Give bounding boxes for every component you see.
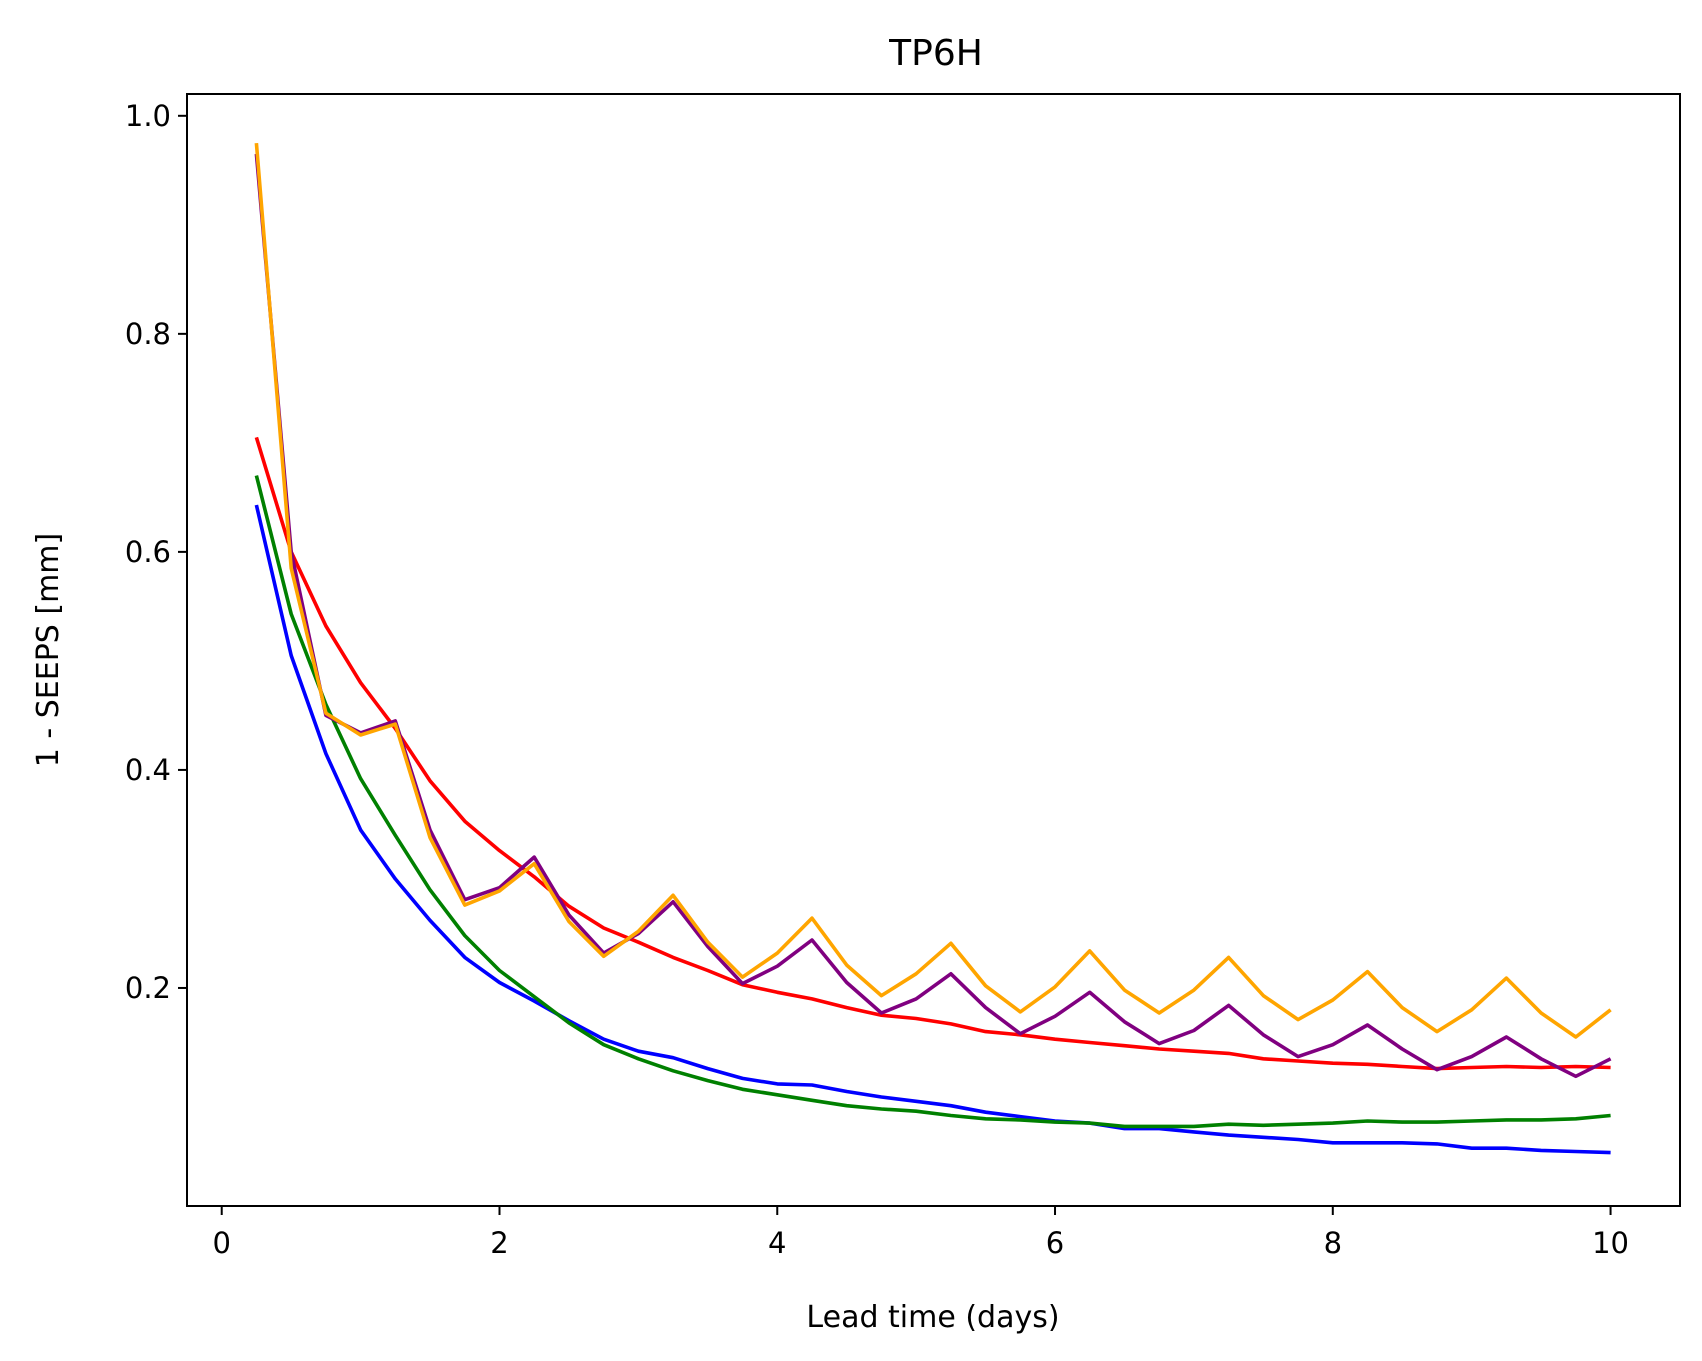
chart-title: TP6H (888, 33, 983, 74)
series-line-5 (254, 142, 1612, 1039)
x-tick-label: 10 (1592, 1226, 1629, 1260)
y-tick-label: 0.8 (125, 317, 171, 351)
y-tick-label: 1.0 (125, 99, 171, 133)
x-tick-label: 6 (1046, 1226, 1064, 1260)
y-axis: 0.2 0.4 0.6 0.8 1.0 (125, 99, 187, 1005)
series-line-1 (254, 436, 1611, 1071)
x-tick-label: 8 (1324, 1226, 1342, 1260)
x-axis: 0 2 4 6 8 10 (212, 1206, 1629, 1260)
series-line-3 (254, 475, 1611, 1129)
x-axis-label: Lead time (days) (806, 1300, 1059, 1335)
x-tick-label: 2 (490, 1226, 508, 1260)
series-line-4 (254, 153, 1612, 1079)
plot-frame (186, 93, 1681, 1207)
y-tick-label: 0.2 (125, 971, 171, 1005)
y-axis-label: 1 - SEEPS [mm] (31, 533, 66, 767)
y-tick-label: 0.6 (125, 535, 171, 569)
series-layer (254, 142, 1612, 1155)
y-tick-label: 0.4 (125, 753, 171, 787)
plot-background (187, 94, 1680, 1206)
series-line-2 (254, 504, 1611, 1155)
x-tick-label: 4 (768, 1226, 786, 1260)
plot-area (187, 94, 1680, 1206)
x-tick-label: 0 (212, 1226, 230, 1260)
